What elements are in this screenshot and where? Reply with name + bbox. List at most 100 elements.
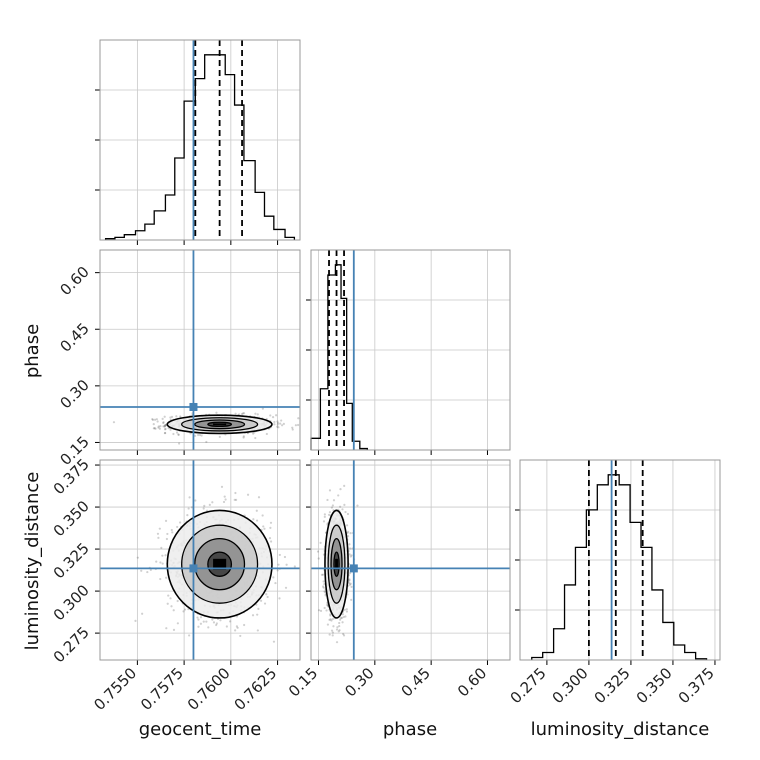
scatter-point — [317, 609, 321, 612]
scatter-point — [154, 427, 157, 430]
scatter-point — [277, 563, 280, 566]
scatter-point — [207, 626, 210, 629]
scatter-point — [239, 634, 242, 638]
scatter-point — [283, 555, 287, 559]
scatter-point — [339, 618, 342, 621]
scatter-point — [151, 418, 155, 421]
scatter-point — [197, 433, 200, 437]
scatter-point — [252, 518, 255, 521]
scatter-point — [316, 550, 320, 553]
scatter-point — [205, 620, 208, 623]
scatter-point — [337, 630, 340, 633]
scatter-point — [345, 610, 349, 613]
scatter-point — [141, 612, 144, 615]
scatter-point — [335, 628, 339, 631]
y-axis-title-luminosity-distance: luminosity_distance — [22, 472, 43, 651]
scatter-point — [212, 621, 216, 624]
scatter-point — [323, 606, 326, 610]
scatter-point — [200, 434, 203, 437]
scatter-point — [346, 512, 350, 516]
scatter-point — [342, 634, 346, 637]
scatter-point — [276, 425, 279, 428]
scatter-point — [187, 507, 190, 510]
scatter-point — [329, 614, 332, 617]
scatter-point — [275, 414, 278, 417]
scatter-point — [291, 426, 294, 429]
scatter-point — [183, 608, 187, 611]
scatter-point — [149, 568, 152, 572]
scatter-point — [164, 427, 167, 431]
scatter-point — [337, 494, 340, 497]
scatter-point — [269, 526, 272, 529]
scatter-point — [261, 514, 264, 517]
scatter-point — [265, 593, 268, 596]
hist-geocent_time-step-line — [104, 54, 296, 240]
scatter-point — [240, 412, 244, 416]
scatter-point — [331, 504, 334, 507]
scatter-point — [194, 434, 197, 437]
scatter-point — [297, 423, 300, 427]
scatter-phase-vs-geocent_time-points — [112, 407, 300, 445]
scatter-point — [243, 623, 246, 627]
scatter-point — [176, 599, 179, 603]
scatter-point — [197, 625, 200, 628]
scatter-point — [323, 590, 326, 593]
scatter-point — [256, 413, 259, 416]
scatter-point — [172, 432, 175, 436]
scatter-point — [241, 412, 245, 415]
scatter-point — [222, 500, 226, 504]
scatter-point — [220, 485, 224, 488]
scatter-point — [263, 602, 267, 605]
scatter-point — [153, 418, 157, 421]
scatter-point — [169, 428, 172, 431]
scatter-point — [194, 499, 197, 502]
scatter-point — [161, 417, 164, 421]
scatter-point — [170, 415, 174, 418]
scatter-point — [322, 520, 326, 523]
scatter-point — [236, 626, 239, 629]
scatter-point — [282, 422, 285, 425]
scatter-point — [171, 531, 174, 534]
scatter-luminosity_distance-vs-phase-points — [316, 484, 359, 644]
scatter-point — [349, 547, 352, 550]
scatter-luminosity_distance-vs-geocent_time-frame — [99, 459, 301, 661]
scatter-point — [328, 511, 332, 514]
scatter-point — [257, 607, 260, 610]
scatter-point — [165, 627, 168, 630]
scatter-point — [339, 488, 342, 491]
scatter-point — [243, 412, 246, 415]
scatter-point — [338, 624, 341, 628]
scatter-point — [336, 626, 339, 629]
scatter-point — [202, 507, 205, 510]
scatter-point — [153, 427, 156, 430]
scatter-point — [160, 546, 163, 549]
hist-phase-step-line — [310, 264, 368, 450]
scatter-point — [164, 424, 167, 427]
scatter-point — [323, 515, 326, 518]
scatter-point — [331, 617, 335, 621]
scatter-point — [322, 586, 325, 589]
scatter-point — [252, 432, 255, 435]
scatter-point — [325, 609, 328, 612]
scatter-point — [338, 505, 342, 508]
scatter-point — [319, 609, 323, 612]
scatter-point — [199, 622, 203, 625]
scatter-point — [320, 573, 324, 576]
scatter-point — [164, 519, 168, 522]
scatter-point — [166, 602, 169, 605]
scatter-point — [319, 541, 322, 544]
scatter-point — [164, 424, 167, 427]
scatter-point — [177, 433, 180, 437]
scatter-point — [166, 532, 169, 536]
scatter-point — [234, 629, 237, 632]
scatter-point — [279, 422, 282, 425]
scatter-point — [188, 634, 191, 637]
scatter-point — [262, 525, 265, 528]
scatter-point — [242, 436, 245, 439]
scatter-point — [177, 433, 180, 436]
scatter-point — [265, 432, 268, 436]
scatter-point — [202, 620, 205, 623]
scatter-phase-vs-geocent_time-frame — [99, 249, 301, 451]
x-axis-title-luminosity-distance: luminosity_distance — [531, 719, 710, 740]
truth-marker — [189, 564, 198, 573]
